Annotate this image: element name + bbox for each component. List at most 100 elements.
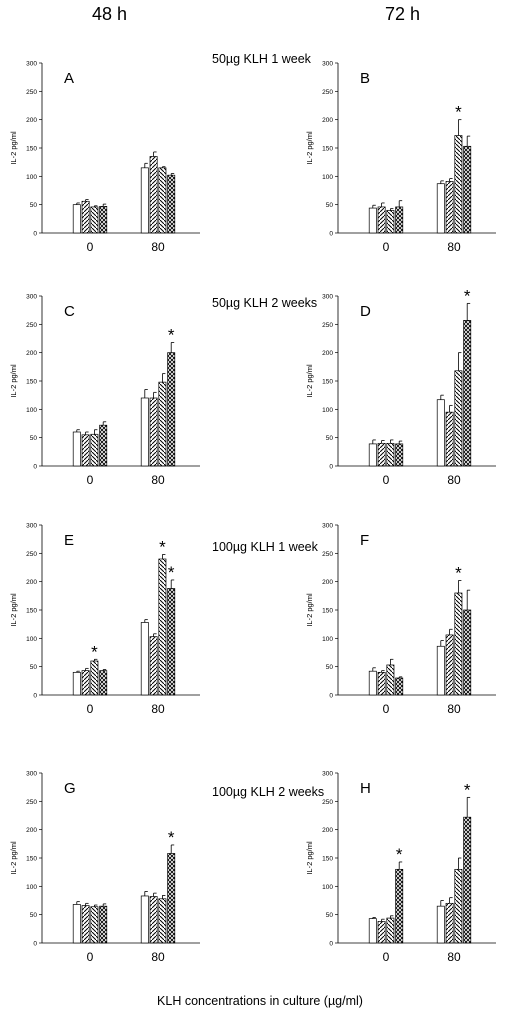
y-tick-label: 50	[30, 202, 38, 209]
bar	[167, 174, 176, 234]
bar	[72, 204, 81, 234]
y-tick-label: 300	[26, 523, 37, 530]
y-tick-label: 150	[322, 608, 333, 615]
bar	[436, 183, 445, 234]
y-tick-label: 150	[26, 379, 37, 386]
bar	[395, 677, 404, 696]
bar	[445, 902, 454, 944]
x-tick-label: 0	[87, 473, 94, 487]
bar	[386, 917, 395, 944]
row-title-3: 100µg KLH 1 week	[212, 540, 318, 554]
y-tick-label: 250	[322, 89, 333, 96]
y-tick-label: 0	[329, 231, 333, 238]
bar	[140, 622, 149, 696]
panel-letter: G	[64, 780, 76, 797]
bar	[140, 167, 149, 234]
bar	[463, 816, 472, 944]
bar	[81, 670, 90, 696]
y-axis-label: IL-2 pg/ml	[305, 841, 314, 875]
significance-star: *	[168, 325, 175, 344]
panel-H: 0 50 100 150 200 250 300 IL-2 pg/ml H * 0 * 80	[305, 771, 496, 964]
y-axis-label: IL-2 pg/ml	[305, 593, 314, 627]
bar	[436, 399, 445, 467]
panel-F: 0 50 100 150 200 250 300 IL-2 pg/ml F 0 * 80	[305, 523, 496, 716]
significance-star: *	[168, 563, 175, 582]
bar	[445, 181, 454, 234]
y-axis-label: IL-2 pg/ml	[9, 593, 18, 627]
x-tick-label: 80	[447, 473, 461, 487]
y-tick-label: 150	[26, 146, 37, 153]
y-tick-label: 50	[30, 664, 38, 671]
y-tick-label: 300	[322, 61, 333, 68]
bar	[72, 904, 81, 944]
bar	[167, 352, 176, 467]
bar	[368, 670, 377, 696]
y-tick-label: 200	[322, 579, 333, 586]
x-axis-title: KLH concentrations in culture (µg/ml)	[157, 994, 363, 1008]
x-tick-label: 80	[447, 702, 461, 716]
x-tick-label: 80	[151, 240, 165, 254]
bar	[140, 895, 149, 944]
y-tick-label: 0	[33, 231, 37, 238]
y-tick-label: 300	[322, 523, 333, 530]
panel-letter: E	[64, 532, 74, 549]
bar	[99, 670, 108, 696]
bar	[90, 906, 99, 944]
row-title-1: 50µg KLH 1 week	[212, 52, 311, 66]
y-tick-label: 250	[322, 551, 333, 558]
bar	[167, 853, 176, 944]
y-tick-label: 300	[26, 771, 37, 778]
bar	[368, 918, 377, 944]
panel-B: 0 50 100 150 200 250 300 IL-2 pg/ml B 0 * 80	[305, 61, 496, 254]
y-tick-label: 200	[26, 350, 37, 357]
bar	[90, 206, 99, 234]
y-tick-label: 250	[322, 322, 333, 329]
y-tick-label: 100	[322, 636, 333, 643]
bar	[90, 433, 99, 467]
bar	[158, 558, 167, 696]
y-tick-label: 150	[322, 146, 333, 153]
x-tick-label: 80	[151, 702, 165, 716]
y-tick-label: 100	[26, 407, 37, 414]
significance-star: *	[91, 642, 98, 661]
row-title-4: 100µg KLH 2 weeks	[212, 785, 325, 799]
bar	[158, 381, 167, 467]
significance-star: *	[159, 537, 166, 556]
x-tick-label: 0	[87, 240, 94, 254]
bar	[454, 370, 463, 467]
y-tick-label: 200	[322, 350, 333, 357]
y-tick-label: 100	[26, 174, 37, 181]
significance-star: *	[455, 564, 462, 583]
x-tick-label: 80	[151, 473, 165, 487]
significance-star: *	[168, 828, 175, 847]
panel-C: 0 50 100 150 200 250 300 IL-2 pg/ml C 0 * 80	[9, 294, 200, 487]
bar	[99, 905, 108, 944]
y-tick-label: 100	[26, 884, 37, 891]
y-tick-label: 0	[33, 693, 37, 700]
bar	[395, 443, 404, 467]
bar	[149, 896, 158, 944]
x-tick-label: 0	[87, 950, 94, 964]
y-tick-label: 50	[30, 435, 38, 442]
y-axis-label: IL-2 pg/ml	[305, 131, 314, 165]
bar	[368, 443, 377, 467]
y-tick-label: 300	[322, 771, 333, 778]
bar	[158, 167, 167, 234]
y-axis-label: IL-2 pg/ml	[9, 841, 18, 875]
y-axis-label: IL-2 pg/ml	[9, 364, 18, 398]
bar	[167, 588, 176, 696]
significance-star: *	[455, 103, 462, 122]
y-tick-label: 200	[26, 117, 37, 124]
y-tick-label: 100	[322, 884, 333, 891]
y-tick-label: 100	[322, 174, 333, 181]
y-tick-label: 250	[26, 551, 37, 558]
bar	[395, 206, 404, 234]
bar	[463, 320, 472, 467]
bar	[454, 592, 463, 696]
y-tick-label: 150	[26, 608, 37, 615]
bar	[463, 609, 472, 696]
y-tick-label: 300	[26, 61, 37, 68]
y-tick-label: 0	[33, 464, 37, 471]
significance-star: *	[464, 286, 471, 305]
y-tick-label: 0	[33, 941, 37, 948]
